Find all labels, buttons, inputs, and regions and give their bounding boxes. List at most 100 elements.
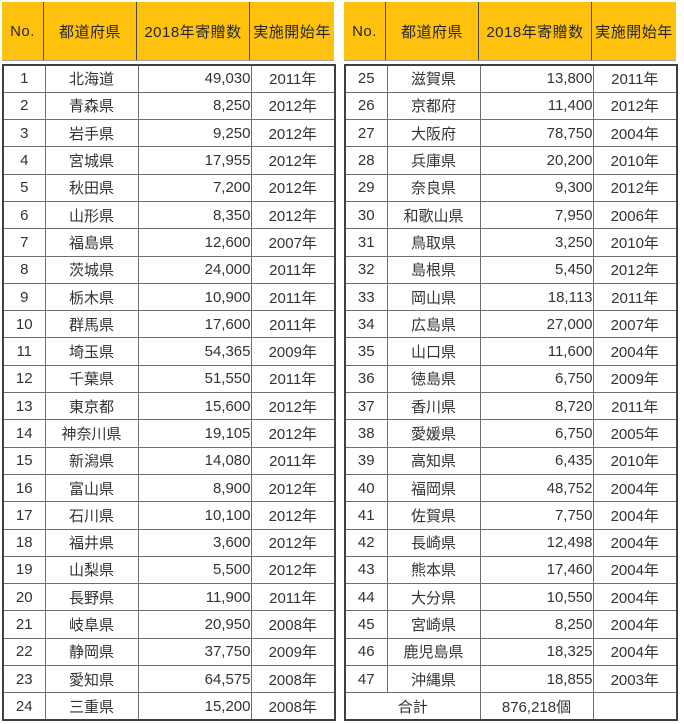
cell-prefecture: 青森県 xyxy=(44,91,139,121)
cell-donations: 17,955 xyxy=(137,146,252,175)
cell-no: 2 xyxy=(2,91,46,121)
cell-donations: 10,550 xyxy=(479,583,594,612)
cell-start-year: 2011年 xyxy=(592,392,678,421)
cell-prefecture: 北海道 xyxy=(44,64,139,93)
cell-donations: 11,400 xyxy=(479,91,594,121)
cell-start-year: 2004年 xyxy=(592,337,678,366)
cell-prefecture: 山梨県 xyxy=(44,555,139,585)
cell-prefecture: 岐阜県 xyxy=(44,610,139,639)
cell-no: 23 xyxy=(2,665,46,694)
cell-start-year: 2012年 xyxy=(592,91,678,121)
total-row: 合計 876,218個 xyxy=(344,692,678,721)
cell-prefecture: 沖縄県 xyxy=(386,665,481,694)
cell-prefecture: 広島県 xyxy=(386,310,481,339)
header-start-year: 実施開始年 xyxy=(595,23,673,41)
cell-no: 9 xyxy=(2,282,46,312)
table-row: 22 静岡県 37,750 2009年 xyxy=(2,637,336,667)
cell-donations: 10,900 xyxy=(137,282,252,312)
cell-donations: 12,498 xyxy=(479,528,594,557)
cell-prefecture: 京都府 xyxy=(386,91,481,121)
cell-start-year: 2004年 xyxy=(592,610,678,639)
cell-prefecture: 石川県 xyxy=(44,501,139,530)
cell-donations: 20,950 xyxy=(137,610,252,639)
cell-no: 16 xyxy=(2,473,46,503)
cell-donations: 8,250 xyxy=(137,91,252,121)
cell-donations: 37,750 xyxy=(137,637,252,667)
cell-donations: 7,200 xyxy=(137,173,252,202)
cell-start-year: 2009年 xyxy=(250,337,336,366)
header-donations-2018: 2018年寄贈数 xyxy=(479,2,592,60)
cell-no: 3 xyxy=(2,119,46,148)
cell-prefecture: 千葉県 xyxy=(44,364,139,394)
cell-donations: 5,500 xyxy=(137,555,252,585)
cell-no: 29 xyxy=(344,173,388,202)
cell-prefecture: 静岡県 xyxy=(44,637,139,667)
cell-start-year: 2004年 xyxy=(592,583,678,612)
cell-donations: 27,000 xyxy=(479,310,594,339)
cell-prefecture: 島根県 xyxy=(386,255,481,284)
cell-no: 36 xyxy=(344,364,388,394)
total-value: 876,218個 xyxy=(479,692,594,721)
cell-donations: 20,200 xyxy=(479,146,594,175)
table-row: 43 熊本県 17,460 2004年 xyxy=(344,555,678,585)
cell-no: 35 xyxy=(344,337,388,366)
cell-start-year: 2011年 xyxy=(250,64,336,93)
cell-no: 4 xyxy=(2,146,46,175)
cell-start-year: 2006年 xyxy=(592,200,678,230)
cell-donations: 12,600 xyxy=(137,228,252,257)
cell-start-year: 2010年 xyxy=(592,146,678,175)
cell-donations: 6,750 xyxy=(479,364,594,394)
cell-start-year: 2012年 xyxy=(250,419,336,448)
table-row: 40 福岡県 48,752 2004年 xyxy=(344,473,678,503)
table-row: 1 北海道 49,030 2011年 xyxy=(2,64,336,93)
cell-no: 20 xyxy=(2,583,46,612)
cell-start-year: 2008年 xyxy=(250,665,336,694)
table-row: 19 山梨県 5,500 2012年 xyxy=(2,555,336,585)
cell-no: 17 xyxy=(2,501,46,530)
cell-donations: 3,250 xyxy=(479,228,594,257)
table-row: 39 高知県 6,435 2010年 xyxy=(344,446,678,475)
cell-no: 43 xyxy=(344,555,388,585)
table-row: 38 愛媛県 6,750 2005年 xyxy=(344,419,678,448)
cell-start-year: 2004年 xyxy=(592,119,678,148)
table-row: 6 山形県 8,350 2012年 xyxy=(2,200,336,230)
cell-no: 32 xyxy=(344,255,388,284)
table-row: 44 大分県 10,550 2004年 xyxy=(344,583,678,612)
cell-prefecture: 兵庫県 xyxy=(386,146,481,175)
cell-donations: 24,000 xyxy=(137,255,252,284)
cell-start-year: 2012年 xyxy=(592,173,678,202)
header-donations-2018: 2018年寄贈数 xyxy=(137,2,250,60)
cell-no: 7 xyxy=(2,228,46,257)
table-row: 18 福井県 3,600 2012年 xyxy=(2,528,336,557)
header-no: No. xyxy=(2,2,44,60)
cell-no: 41 xyxy=(344,501,388,530)
cell-start-year: 2012年 xyxy=(592,255,678,284)
cell-no: 10 xyxy=(2,310,46,339)
total-year-empty xyxy=(592,692,678,721)
cell-prefecture: 東京都 xyxy=(44,392,139,421)
cell-donations: 14,080 xyxy=(137,446,252,475)
cell-donations: 9,300 xyxy=(479,173,594,202)
cell-no: 12 xyxy=(2,364,46,394)
cell-no: 34 xyxy=(344,310,388,339)
table-row: 42 長崎県 12,498 2004年 xyxy=(344,528,678,557)
table-row: 21 岐阜県 20,950 2008年 xyxy=(2,610,336,639)
cell-prefecture: 富山県 xyxy=(44,473,139,503)
table-row: 10 群馬県 17,600 2011年 xyxy=(2,310,336,339)
cell-start-year: 2009年 xyxy=(592,364,678,394)
cell-prefecture: 滋賀県 xyxy=(386,64,481,93)
cell-prefecture: 奈良県 xyxy=(386,173,481,202)
table-row: 28 兵庫県 20,200 2010年 xyxy=(344,146,678,175)
table-row: 35 山口県 11,600 2004年 xyxy=(344,337,678,366)
total-label: 合計 xyxy=(344,692,481,721)
cell-start-year: 2008年 xyxy=(250,692,336,721)
cell-donations: 13,800 xyxy=(479,64,594,93)
cell-donations: 54,365 xyxy=(137,337,252,366)
cell-prefecture: 長野県 xyxy=(44,583,139,612)
table-row: 29 奈良県 9,300 2012年 xyxy=(344,173,678,202)
table-row: 9 栃木県 10,900 2011年 xyxy=(2,282,336,312)
cell-no: 39 xyxy=(344,446,388,475)
table-row: 13 東京都 15,600 2012年 xyxy=(2,392,336,421)
cell-donations: 7,950 xyxy=(479,200,594,230)
cell-no: 1 xyxy=(2,64,46,93)
